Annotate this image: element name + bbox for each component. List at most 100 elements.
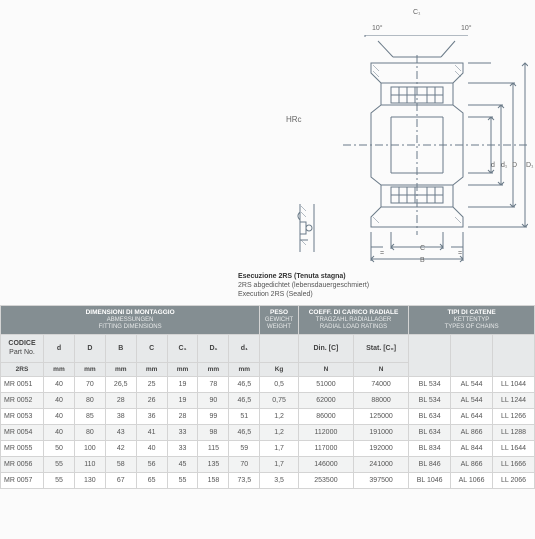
table-cell: 1,7 <box>260 441 299 457</box>
table-cell: 55 <box>44 473 75 489</box>
spec-table: DIMENSIONI DI MONTAGGIOABMESSUNGENFITTIN… <box>0 305 535 489</box>
table-cell: AL 544 <box>451 393 493 409</box>
table-cell: 0,5 <box>260 377 299 393</box>
table-cell: 80 <box>74 425 105 441</box>
caption-bold: Esecuzione 2RS (Tenuta stagna) <box>238 273 346 280</box>
table-cell: 110 <box>74 457 105 473</box>
table-cell: 26 <box>136 393 167 409</box>
table-cell: BL 834 <box>409 441 451 457</box>
header-2rs: 2RS <box>1 363 44 377</box>
unit-mm: mm <box>229 363 260 377</box>
table-cell: 146000 <box>298 457 353 473</box>
table-cell: 41 <box>136 425 167 441</box>
col-stat: Stat. [C₀] <box>354 335 409 363</box>
table-cell: AL 866 <box>451 457 493 473</box>
table-row: MR 0051407026,525197846,50,55100074000BL… <box>1 377 535 393</box>
table-cell: 28 <box>167 409 198 425</box>
table-cell: 117000 <box>298 441 353 457</box>
table-cell: 98 <box>198 425 229 441</box>
label-d1: d₁ <box>501 162 507 169</box>
table-row: MR 005655110585645135701,7146000241000BL… <box>1 457 535 473</box>
table-cell: 46,5 <box>229 393 260 409</box>
page: HRc C₁ 10° 10° d d₁ D D₁ = = C B Esecuzi… <box>0 0 535 489</box>
table-cell: 1,7 <box>260 457 299 473</box>
table-cell: 0,75 <box>260 393 299 409</box>
table-cell: LL 1644 <box>493 441 535 457</box>
table-cell: 19 <box>167 393 198 409</box>
unit-n: N <box>354 363 409 377</box>
unit-mm: mm <box>105 363 136 377</box>
table-cell: 158 <box>198 473 229 489</box>
table-cell: MR 0052 <box>1 393 44 409</box>
table-cell: LL 2066 <box>493 473 535 489</box>
label-D-big: D <box>512 162 517 169</box>
unit-mm: mm <box>44 363 75 377</box>
table-row: MR 005240802826199046,50,756200088000BL … <box>1 393 535 409</box>
table-cell: 51000 <box>298 377 353 393</box>
table-cell: 397500 <box>354 473 409 489</box>
table-cell: 50 <box>44 441 75 457</box>
table-cell: 59 <box>229 441 260 457</box>
col-d: d <box>44 335 75 363</box>
col-C1: C₁ <box>167 335 198 363</box>
table-cell: MR 0055 <box>1 441 44 457</box>
table-cell: 62000 <box>298 393 353 409</box>
table-cell: 38 <box>105 409 136 425</box>
table-cell: 74000 <box>354 377 409 393</box>
table-cell: LL 1288 <box>493 425 535 441</box>
table-cell: 70 <box>229 457 260 473</box>
table-cell: 43 <box>105 425 136 441</box>
table-cell: 80 <box>74 393 105 409</box>
table-cell: 90 <box>198 393 229 409</box>
table-cell: LL 1044 <box>493 377 535 393</box>
label-eq-right: = <box>458 250 462 257</box>
table-row: MR 005550100424033115591,7117000192000BL… <box>1 441 535 457</box>
label-angle-right: 10° <box>461 25 472 32</box>
table-cell: 253500 <box>298 473 353 489</box>
table-row: MR 0053408538362899511,286000125000BL 63… <box>1 409 535 425</box>
caption-line3: Execution 2RS (Sealed) <box>238 291 313 298</box>
label-c1: C₁ <box>413 9 420 16</box>
table-cell: MR 0053 <box>1 409 44 425</box>
table-cell: 73,5 <box>229 473 260 489</box>
table-cell: 51 <box>229 409 260 425</box>
table-cell: 45 <box>167 457 198 473</box>
table-cell: 25 <box>136 377 167 393</box>
table-cell: 86000 <box>298 409 353 425</box>
table-body: MR 0051407026,525197846,50,55100074000BL… <box>1 377 535 489</box>
table-cell: LL 1666 <box>493 457 535 473</box>
col-chain2 <box>451 335 493 377</box>
table-cell: 1,2 <box>260 409 299 425</box>
col-chain3 <box>493 335 535 377</box>
table-cell: 191000 <box>354 425 409 441</box>
table-cell: MR 0054 <box>1 425 44 441</box>
table-cell: 42 <box>105 441 136 457</box>
table-cell: 135 <box>198 457 229 473</box>
table-cell: 3,5 <box>260 473 299 489</box>
pulley-drawing <box>343 35 528 265</box>
table-cell: AL 844 <box>451 441 493 457</box>
table-cell: 33 <box>167 425 198 441</box>
table-cell: BL 534 <box>409 377 451 393</box>
table-cell: MR 0056 <box>1 457 44 473</box>
table-cell: LL 1244 <box>493 393 535 409</box>
header-weight: PESOGEWICHTWEIGHT <box>260 306 299 335</box>
table-cell: 70 <box>74 377 105 393</box>
table-cell: AL 1066 <box>451 473 493 489</box>
table-cell: 40 <box>44 393 75 409</box>
header-dimensions: DIMENSIONI DI MONTAGGIOABMESSUNGENFITTIN… <box>1 306 260 335</box>
label-C: C <box>420 245 425 252</box>
col-d1: d₁ <box>229 335 260 363</box>
table-cell: 26,5 <box>105 377 136 393</box>
label-eq-left: = <box>380 250 384 257</box>
table-cell: 36 <box>136 409 167 425</box>
caption-line2: 2RS abgedichtet (lebensdauergeschmiert) <box>238 282 369 289</box>
table-cell: AL 866 <box>451 425 493 441</box>
table-cell: 85 <box>74 409 105 425</box>
figure-caption: Esecuzione 2RS (Tenuta stagna) 2RS abged… <box>238 272 369 299</box>
col-D1: D₁ <box>198 335 229 363</box>
table-cell: 40 <box>44 425 75 441</box>
table-cell: 55 <box>167 473 198 489</box>
table-cell: 58 <box>105 457 136 473</box>
table-cell: 125000 <box>354 409 409 425</box>
